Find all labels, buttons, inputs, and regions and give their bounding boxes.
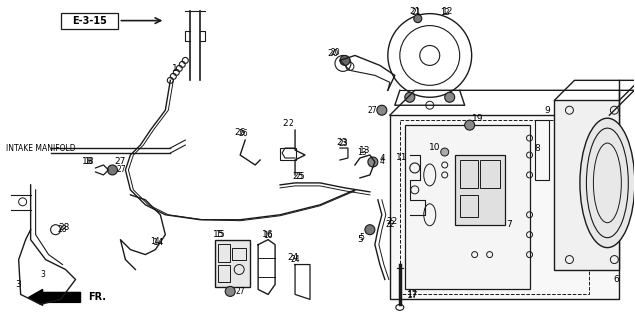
Text: 20: 20 bbox=[330, 48, 340, 57]
Text: 17: 17 bbox=[407, 291, 418, 300]
Text: INTAKE MANIFOLD: INTAKE MANIFOLD bbox=[6, 144, 76, 153]
Text: 24: 24 bbox=[290, 255, 300, 264]
Text: 21: 21 bbox=[411, 8, 420, 17]
Circle shape bbox=[340, 55, 350, 65]
Text: 4: 4 bbox=[380, 157, 384, 166]
Text: E-3-15: E-3-15 bbox=[72, 16, 107, 26]
Text: 21: 21 bbox=[409, 7, 420, 16]
Text: 4: 4 bbox=[380, 154, 385, 163]
Text: 15: 15 bbox=[215, 230, 225, 239]
Text: 18: 18 bbox=[84, 157, 93, 166]
Text: 18: 18 bbox=[82, 157, 93, 166]
Text: 13: 13 bbox=[359, 146, 371, 155]
Text: 26: 26 bbox=[238, 129, 248, 138]
Text: 12: 12 bbox=[440, 8, 450, 17]
Text: 28: 28 bbox=[58, 223, 69, 232]
Bar bbox=[60, 13, 119, 28]
Text: 2: 2 bbox=[283, 119, 288, 128]
Text: 8: 8 bbox=[535, 144, 540, 153]
Text: 7: 7 bbox=[507, 220, 512, 229]
Bar bbox=[218, 265, 231, 283]
Text: 27: 27 bbox=[115, 157, 126, 166]
Bar bbox=[460, 195, 478, 217]
Bar bbox=[400, 120, 589, 294]
Circle shape bbox=[225, 286, 235, 296]
Circle shape bbox=[365, 225, 375, 235]
Bar bbox=[390, 115, 619, 300]
Text: 22: 22 bbox=[385, 220, 394, 229]
Text: 3: 3 bbox=[40, 270, 45, 279]
Text: 16: 16 bbox=[262, 230, 274, 239]
Text: 23: 23 bbox=[337, 138, 347, 147]
Text: 14: 14 bbox=[152, 238, 164, 247]
Text: 2: 2 bbox=[289, 119, 293, 128]
Circle shape bbox=[444, 92, 455, 102]
Text: 19: 19 bbox=[472, 114, 483, 123]
Bar bbox=[218, 244, 231, 261]
Text: 15: 15 bbox=[213, 230, 224, 239]
Text: 13: 13 bbox=[357, 148, 367, 156]
Bar bbox=[460, 160, 478, 188]
Text: 25: 25 bbox=[292, 172, 304, 181]
Text: 27: 27 bbox=[367, 106, 377, 115]
Text: 5: 5 bbox=[357, 235, 363, 244]
Circle shape bbox=[107, 165, 117, 175]
Bar bbox=[404, 125, 530, 289]
Circle shape bbox=[414, 15, 422, 23]
Text: 24: 24 bbox=[288, 253, 298, 262]
Bar bbox=[232, 248, 246, 260]
Text: 16: 16 bbox=[264, 231, 273, 240]
Text: 25: 25 bbox=[295, 172, 305, 181]
Bar bbox=[535, 120, 549, 180]
Text: 27: 27 bbox=[236, 287, 245, 296]
Text: 14: 14 bbox=[150, 237, 160, 246]
Text: 6: 6 bbox=[613, 275, 619, 284]
Text: 3: 3 bbox=[16, 280, 22, 289]
Text: 10: 10 bbox=[429, 142, 441, 152]
Text: 20: 20 bbox=[327, 49, 338, 58]
Text: 26: 26 bbox=[234, 128, 246, 137]
Bar bbox=[554, 100, 619, 269]
Text: 27: 27 bbox=[117, 165, 126, 174]
Circle shape bbox=[441, 148, 449, 156]
Bar bbox=[280, 148, 296, 160]
Text: 5: 5 bbox=[359, 233, 364, 242]
FancyArrow shape bbox=[29, 289, 81, 305]
Text: 28: 28 bbox=[58, 225, 67, 234]
Circle shape bbox=[465, 120, 474, 130]
Text: 23: 23 bbox=[338, 139, 348, 148]
Circle shape bbox=[404, 92, 415, 102]
Circle shape bbox=[377, 105, 387, 115]
Text: 9: 9 bbox=[545, 106, 551, 115]
Text: 12: 12 bbox=[442, 7, 453, 16]
Bar bbox=[479, 160, 500, 188]
Circle shape bbox=[368, 157, 378, 167]
Text: 1: 1 bbox=[173, 64, 178, 73]
Bar bbox=[215, 240, 250, 287]
Text: 17: 17 bbox=[407, 290, 417, 299]
Text: FR.: FR. bbox=[88, 292, 107, 302]
Text: 11: 11 bbox=[396, 153, 408, 162]
Text: 22: 22 bbox=[386, 217, 398, 226]
Bar bbox=[455, 155, 505, 225]
Ellipse shape bbox=[580, 118, 635, 248]
